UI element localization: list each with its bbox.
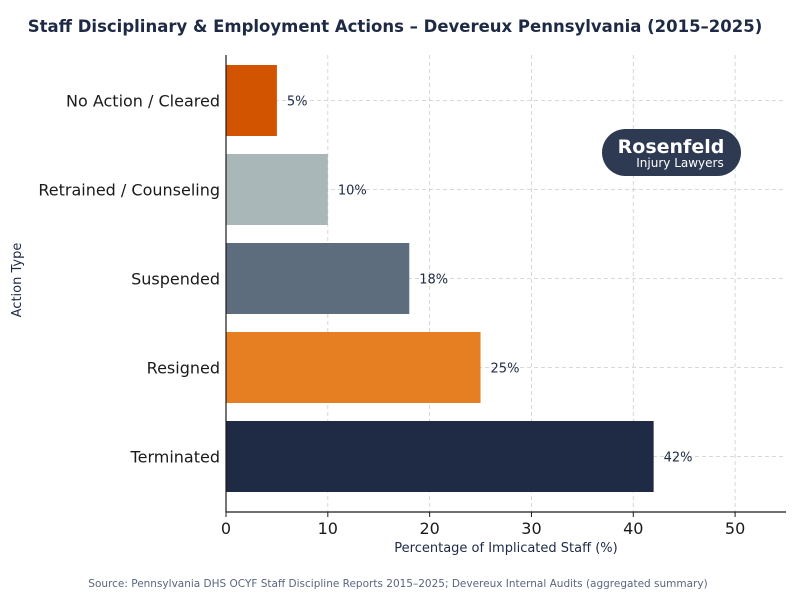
x-ticks: 0 10 20 30 40 50 xyxy=(221,512,745,538)
bar-suspended xyxy=(226,243,410,314)
category-label: Retrained / Counseling xyxy=(38,181,220,200)
data-labels: 5% 10% 18% 25% 42% xyxy=(287,95,693,466)
data-label: 42% xyxy=(664,451,693,466)
bar-no-action-cleared xyxy=(226,65,277,136)
data-label: 18% xyxy=(419,273,448,288)
x-tick-label: 50 xyxy=(725,519,745,538)
source-note: Source: Pennsylvania DHS OCYF Staff Disc… xyxy=(88,578,707,590)
x-tick-label: 0 xyxy=(221,519,231,538)
category-label: Resigned xyxy=(147,359,220,378)
category-label: Suspended xyxy=(131,270,220,289)
bar-retrained-counseling xyxy=(226,154,328,225)
category-labels: No Action / Cleared Retrained / Counselin… xyxy=(38,92,220,467)
logo-background xyxy=(602,129,741,176)
bar-resigned xyxy=(226,332,481,403)
chart-title: Staff Disciplinary & Employment Actions … xyxy=(28,17,763,36)
category-label: No Action / Cleared xyxy=(66,92,220,111)
bars xyxy=(226,65,654,492)
category-label: Terminated xyxy=(130,448,220,467)
x-tick-label: 30 xyxy=(521,519,541,538)
data-label: 25% xyxy=(491,362,520,377)
y-axis-title: Action Type xyxy=(10,243,25,318)
x-tick-label: 40 xyxy=(623,519,643,538)
x-tick-label: 20 xyxy=(419,519,439,538)
data-label: 10% xyxy=(338,184,367,199)
x-axis-title: Percentage of Implicated Staff (%) xyxy=(394,541,617,556)
bar-terminated xyxy=(226,421,654,492)
logo-subtext: Injury Lawyers xyxy=(636,156,723,170)
data-label: 5% xyxy=(287,95,308,110)
logo-text: Rosenfeld xyxy=(618,136,725,158)
rosenfeld-logo: Rosenfeld Injury Lawyers xyxy=(602,129,741,176)
x-tick-label: 10 xyxy=(318,519,338,538)
